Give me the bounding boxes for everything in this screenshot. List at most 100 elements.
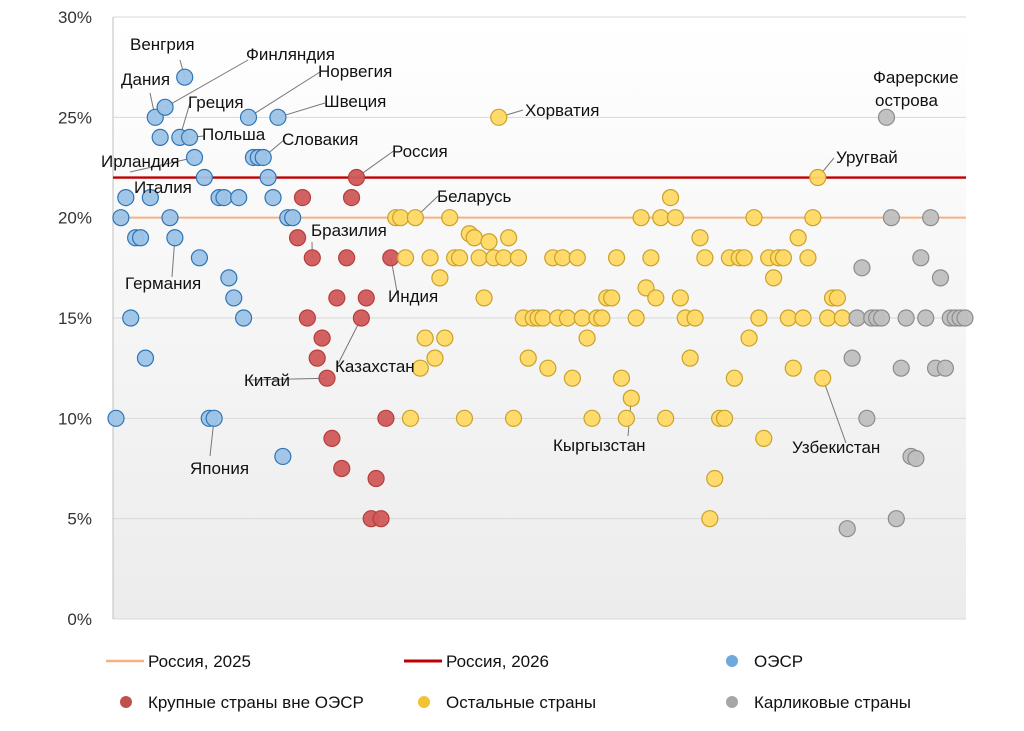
series-2-point xyxy=(298,309,316,327)
series-3-point xyxy=(706,469,724,488)
series-3-point xyxy=(519,349,537,367)
series-3-point xyxy=(715,409,734,427)
y-tick-label: 10% xyxy=(58,409,92,428)
series-3-point xyxy=(426,349,444,367)
series-3-point xyxy=(401,409,420,427)
annotation-label: Греция xyxy=(188,93,244,112)
series-1-point xyxy=(151,128,169,146)
series-1-point xyxy=(274,447,292,466)
series-3-point xyxy=(794,309,812,327)
annotation-label: Уругвай xyxy=(836,148,898,167)
series-3-point xyxy=(534,309,552,327)
legend: Россия, 2025 Россия, 2026 ОЭСР Крупные стра… xyxy=(106,652,911,712)
series-3-point xyxy=(490,108,508,126)
series-3-point xyxy=(755,429,773,447)
series-3-point xyxy=(833,309,851,327)
series-3-point xyxy=(436,329,454,347)
series-3-point xyxy=(396,249,415,267)
series-4-point xyxy=(917,309,935,327)
series-2-point xyxy=(333,459,351,478)
series-1-point xyxy=(161,209,179,227)
series-4-point xyxy=(882,209,900,227)
series-3-point xyxy=(455,409,474,427)
annotation-label: Финляндия xyxy=(246,45,335,64)
series-3-point xyxy=(750,309,768,327)
series-2-point xyxy=(288,229,307,247)
annotation-label: Узбекистан xyxy=(792,438,880,457)
series-3-point xyxy=(765,269,783,287)
y-axis-ticks: 0% 5% 10% 15% 20% 25% 30% xyxy=(58,8,92,629)
series-1-point xyxy=(185,148,204,167)
series-3-point xyxy=(465,229,483,247)
series-1-point xyxy=(190,249,209,267)
annotation-leader xyxy=(164,59,249,108)
series-2-point xyxy=(308,349,326,367)
series-3-point xyxy=(495,249,513,267)
series-1-point xyxy=(176,68,194,86)
y-tick-label: 15% xyxy=(58,309,92,328)
series-2-point xyxy=(347,168,366,187)
series-4-point xyxy=(897,309,915,327)
annotation-label: Китай xyxy=(244,371,290,390)
legend-label: Крупные страны вне ОЭСР xyxy=(148,693,364,712)
series-3-point xyxy=(509,249,528,267)
series-2-point xyxy=(342,189,361,207)
series-3-point xyxy=(421,249,439,267)
series-3-point xyxy=(411,359,429,377)
legend-label: Россия, 2026 xyxy=(446,652,549,671)
series-3-point xyxy=(475,289,493,307)
series-3-point xyxy=(612,369,631,387)
series-3-point xyxy=(725,369,743,387)
series-3-point xyxy=(500,229,518,247)
series-3-point xyxy=(671,289,689,307)
y-tick-label: 25% xyxy=(58,108,92,127)
series-3-point xyxy=(789,229,807,247)
series-4-point xyxy=(838,520,856,538)
series-1-point xyxy=(107,409,125,427)
series-3-point xyxy=(647,289,665,307)
series-1-point xyxy=(230,189,248,207)
series-1-point xyxy=(205,409,223,427)
series-4-point xyxy=(912,249,930,267)
series-1-point xyxy=(259,168,277,187)
series-1-point xyxy=(156,98,174,116)
series-3-point xyxy=(431,269,449,287)
series-1-point xyxy=(254,148,272,167)
annotation-label: Казахстан xyxy=(335,357,415,376)
series-1-point xyxy=(234,309,253,327)
series-2-point xyxy=(313,329,331,347)
y-tick-label: 30% xyxy=(58,8,92,27)
legend-dot-swatch xyxy=(726,696,738,708)
annotation-leader xyxy=(129,156,195,173)
annotations: Венгрия Финляндия Дания Норвегия Греция Швеци… xyxy=(101,35,959,478)
series-2-point xyxy=(338,249,356,267)
annotation-label: Словакия xyxy=(282,130,358,149)
series-4-point xyxy=(858,409,876,427)
series-3-point xyxy=(804,209,822,227)
series-1-point xyxy=(264,189,282,207)
annotation-label: Дания xyxy=(121,70,170,89)
annotation-label: Швеция xyxy=(324,92,386,111)
series-3-point xyxy=(504,409,523,427)
legend-dot-swatch xyxy=(726,655,738,667)
series-2-point xyxy=(382,249,400,267)
series-3-point xyxy=(681,349,699,367)
series-1-point xyxy=(220,269,238,287)
series-3-point xyxy=(607,249,626,267)
series-1-point xyxy=(141,189,159,207)
series-3-point xyxy=(539,359,557,377)
series-3-point xyxy=(617,409,635,427)
legend-dot-swatch xyxy=(120,696,132,708)
series-2-point xyxy=(323,429,341,447)
series-3-point xyxy=(450,249,469,267)
series-4-point xyxy=(853,259,871,277)
series-1-point xyxy=(117,189,135,207)
series-1-point xyxy=(166,229,184,247)
series-1-point xyxy=(181,128,199,146)
series-4-point xyxy=(877,108,896,126)
series-1-point xyxy=(269,108,287,126)
series-1-point xyxy=(239,108,258,126)
annotation-label: Польша xyxy=(202,125,266,144)
series-4-point xyxy=(956,309,974,327)
